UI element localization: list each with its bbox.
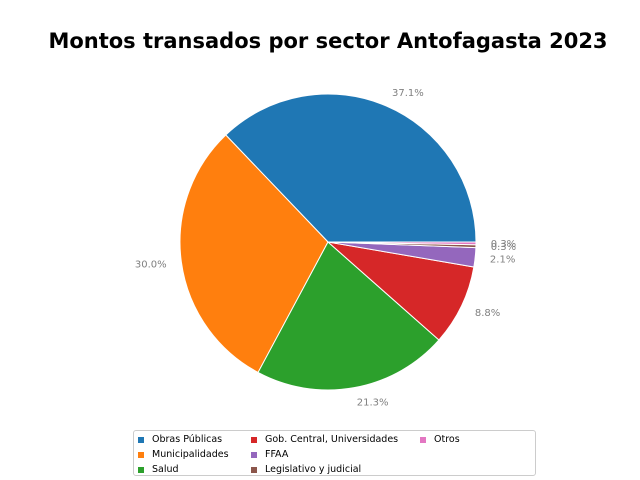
pie-slice-salud xyxy=(257,241,440,391)
legend-item-ffaa: FFAA xyxy=(251,449,288,460)
legend: Obras Públicas Municipalidades Salud Gob. C… xyxy=(133,430,536,476)
legend-swatch xyxy=(251,451,257,458)
legend-item-salud: Salud xyxy=(138,464,179,475)
legend-swatch xyxy=(251,436,257,443)
pie-slice-obras-publicas xyxy=(225,93,477,243)
pie-slice-municipalidades xyxy=(179,134,329,374)
pie-label-salud: 21.3% xyxy=(357,398,389,409)
legend-label: FFAA xyxy=(265,449,289,460)
legend-swatch xyxy=(420,436,426,443)
legend-swatch xyxy=(251,466,257,473)
legend-label: Salud xyxy=(152,464,179,475)
legend-item-gob-central-universidades: Gob. Central, Universidades xyxy=(251,434,398,445)
legend-label: Otros xyxy=(434,434,460,445)
legend-item-obras-publicas: Obras Públicas xyxy=(138,434,222,445)
legend-label: Gob. Central, Universidades xyxy=(265,434,399,445)
legend-label: Legislativo y judicial xyxy=(265,464,362,475)
pie-label-gob-central-universidades: 8.8% xyxy=(475,308,500,319)
pie-label-ffaa: 2.1% xyxy=(490,254,515,265)
pie-label-otros: 0.3% xyxy=(491,239,516,250)
legend-label: Municipalidades xyxy=(152,449,229,460)
pie-slice-gob-central-universidades xyxy=(326,241,475,341)
legend-swatch xyxy=(138,466,144,473)
pie-label-obras-publicas: 37.1% xyxy=(392,88,424,99)
pie-label-legislativo-y-judicial: 0.3% xyxy=(491,242,516,253)
pie-slice-otros xyxy=(327,241,477,246)
legend-item-otros: Otros xyxy=(420,434,460,445)
legend-swatch xyxy=(138,451,144,458)
legend-item-municipalidades: Municipalidades xyxy=(138,449,229,460)
legend-item-legislativo-y-judicial: Legislativo y judicial xyxy=(251,464,361,475)
legend-swatch xyxy=(138,436,144,443)
chart-title: Montos transados por sector Antofagasta … xyxy=(48,29,608,53)
pie-label-municipalidades: 30.0% xyxy=(135,259,167,270)
legend-label: Obras Públicas xyxy=(152,434,223,445)
